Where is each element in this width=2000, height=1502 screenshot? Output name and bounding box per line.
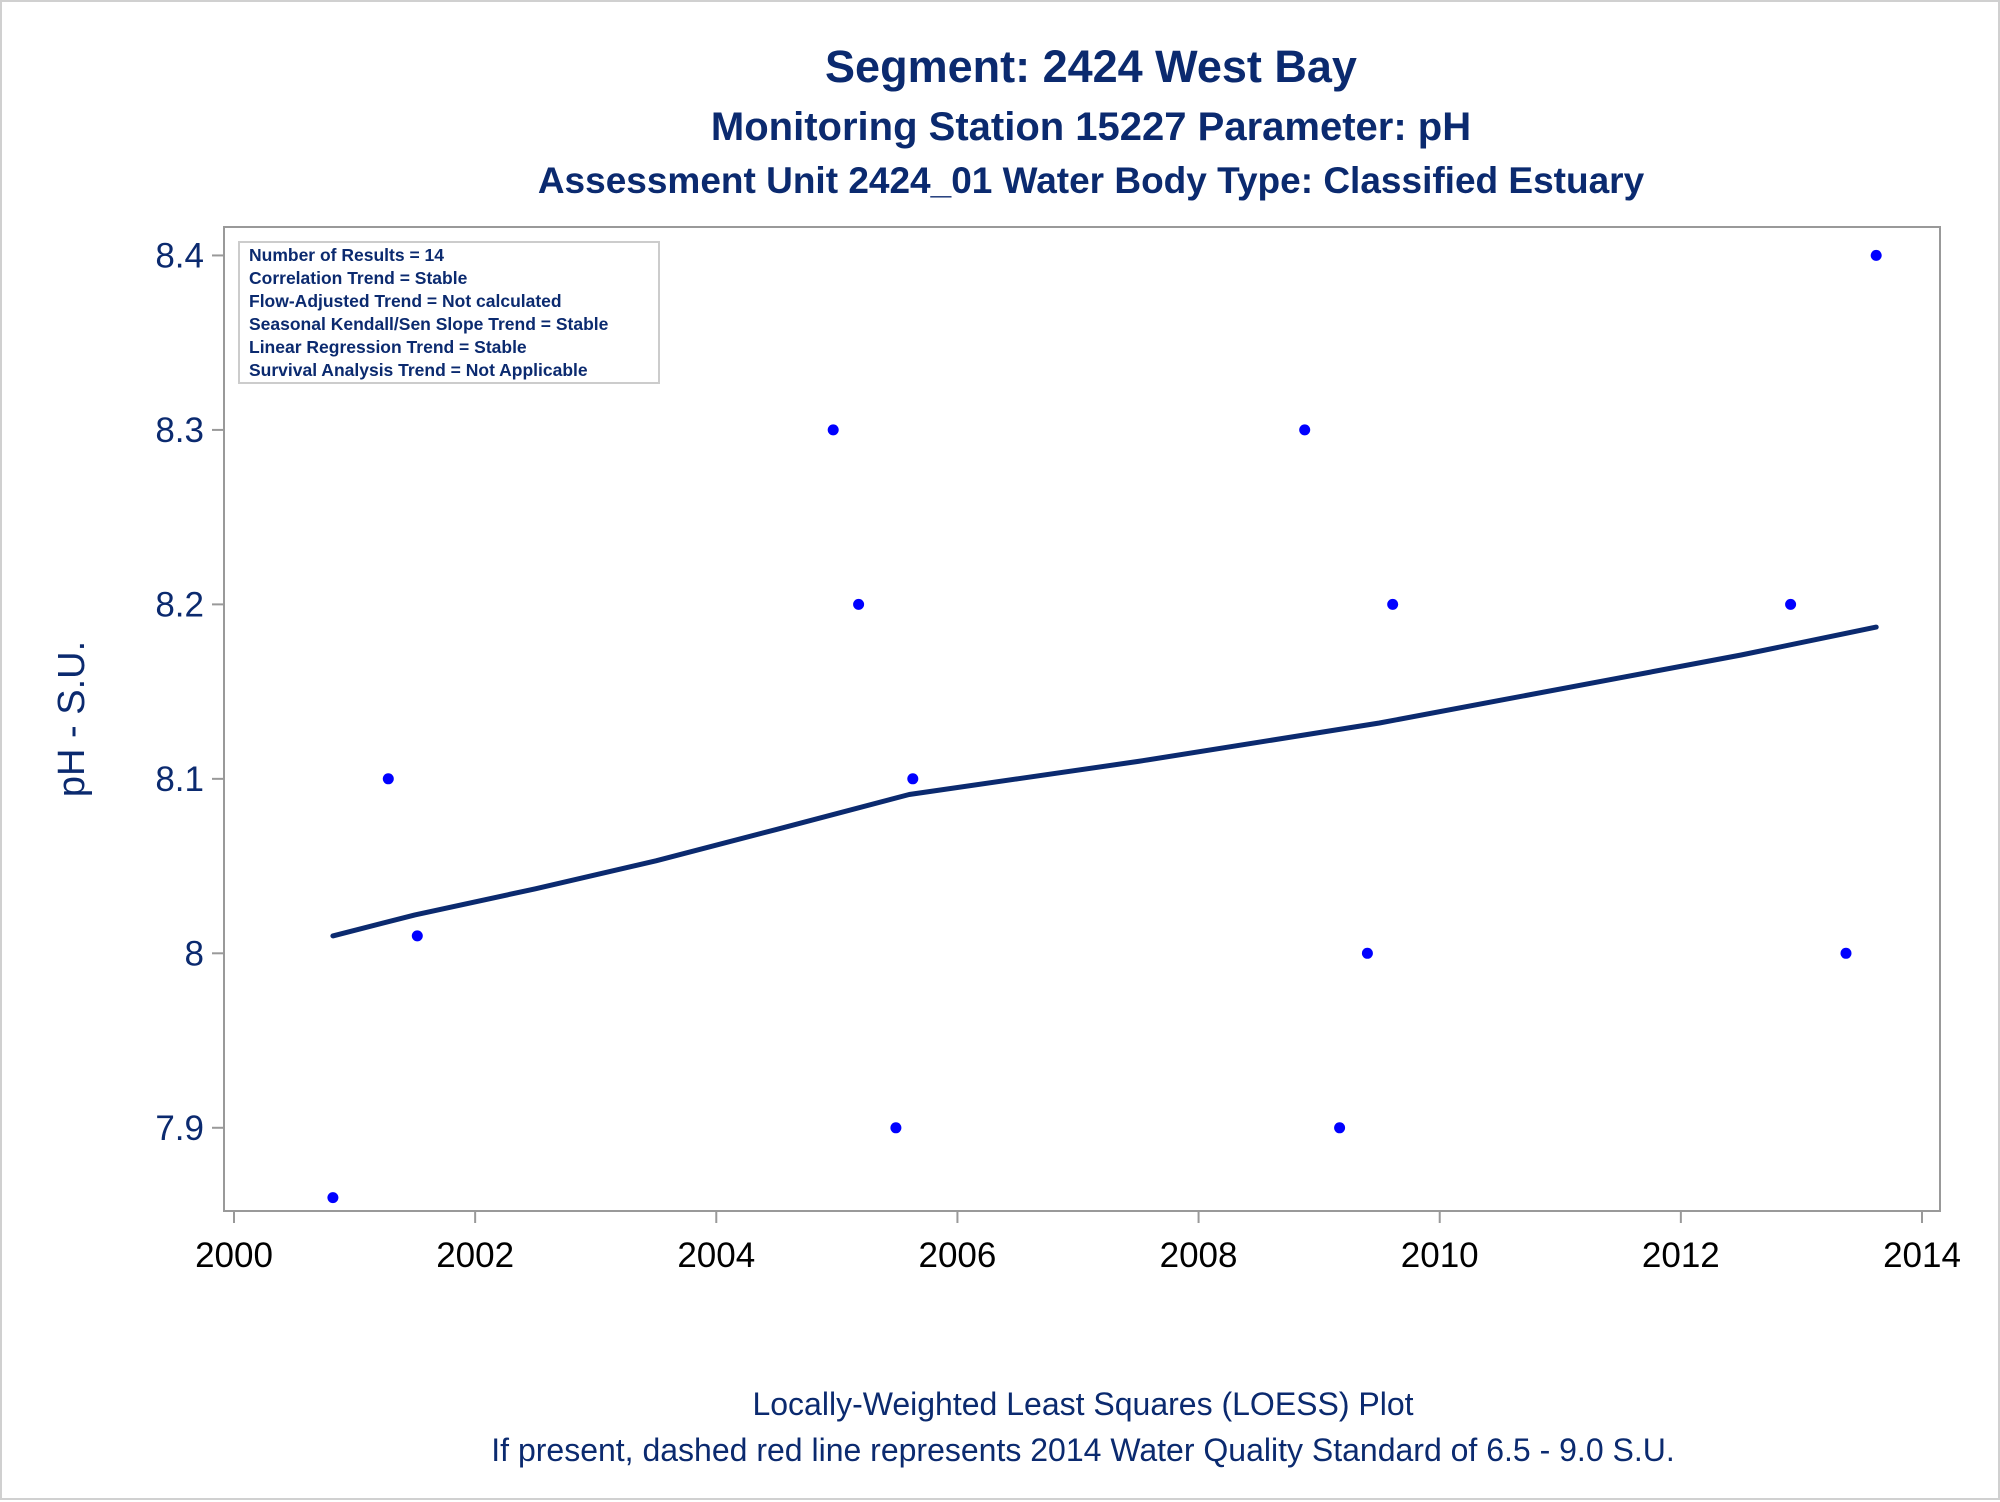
data-point	[1387, 598, 1399, 610]
plot-area-border	[223, 226, 1941, 1212]
stats-line-seasonal-kendall: Seasonal Kendall/Sen Slope Trend = Stabl…	[249, 314, 609, 334]
chart-title: Segment: 2424 West Bay	[825, 41, 1357, 92]
data-point	[890, 1122, 902, 1134]
data-point	[1840, 947, 1852, 959]
data-point	[1870, 249, 1882, 261]
y-tick-label: 8.2	[155, 585, 204, 624]
x-tick-label: 2000	[195, 1236, 273, 1275]
series-layer	[327, 249, 1882, 1204]
y-tick-label: 7.9	[155, 1109, 204, 1148]
chart-subtitle-assessment: Assessment Unit 2424_01 Water Body Type:…	[538, 160, 1645, 201]
footnote-standard: If present, dashed red line represents 2…	[491, 1432, 1674, 1468]
stats-line-correlation: Correlation Trend = Stable	[249, 268, 468, 288]
y-tick-label: 8.3	[155, 411, 204, 450]
y-tick-label: 8.4	[155, 236, 204, 275]
x-tick-label: 2014	[1883, 1236, 1961, 1275]
stats-box: Number of Results = 14 Correlation Trend…	[238, 241, 660, 384]
x-tick-label: 2008	[1160, 1236, 1238, 1275]
data-point	[382, 773, 394, 785]
x-tick-label: 2010	[1401, 1236, 1479, 1275]
data-point	[411, 930, 423, 942]
data-point	[1299, 424, 1311, 436]
data-point	[1334, 1122, 1346, 1134]
y-axis-label: pH - S.U.	[51, 641, 93, 797]
x-axis: 2000 2002 2004 2006 2008 2010 2012 2014	[195, 1211, 1961, 1275]
footnote-loess: Locally-Weighted Least Squares (LOESS) P…	[752, 1386, 1413, 1422]
data-point	[1361, 947, 1373, 959]
data-point	[853, 598, 865, 610]
x-tick-label: 2012	[1642, 1236, 1720, 1275]
data-point	[827, 424, 839, 436]
y-tick-label: 8.1	[155, 760, 204, 799]
data-point	[327, 1192, 339, 1204]
loess-line	[330, 624, 1879, 939]
stats-line-flow-adjusted: Flow-Adjusted Trend = Not calculated	[249, 291, 562, 311]
stats-box-border	[238, 241, 660, 384]
stats-line-linear-regression: Linear Regression Trend = Stable	[249, 337, 527, 357]
data-point	[1785, 598, 1797, 610]
x-tick-label: 2002	[436, 1236, 514, 1275]
stats-line-survival: Survival Analysis Trend = Not Applicable	[249, 360, 588, 380]
x-tick-label: 2006	[918, 1236, 996, 1275]
x-tick-label: 2004	[677, 1236, 755, 1275]
data-point	[907, 773, 919, 785]
chart-subtitle-station: Monitoring Station 15227 Parameter: pH	[711, 105, 1471, 149]
stats-line-count: Number of Results = 14	[249, 245, 444, 265]
y-axis: 7.9 8 8.1 8.2 8.3 8.4	[155, 236, 224, 1148]
y-tick-label: 8	[185, 934, 204, 973]
